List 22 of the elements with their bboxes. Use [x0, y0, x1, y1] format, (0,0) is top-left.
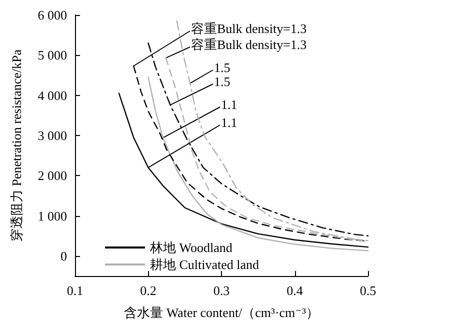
legend-label: 林地 Woodland: [149, 240, 233, 255]
y-tick-label: 0: [60, 248, 67, 264]
annotation: 1.5: [214, 60, 230, 75]
x-tick-label: 0.1: [66, 283, 84, 298]
y-axis-title: 穿透阻力 Penetration resistance/kPa: [9, 49, 24, 242]
y-tick-label: 4 000: [38, 88, 67, 103]
annotation: 1.1: [221, 115, 238, 130]
x-tick-label: 0.2: [140, 283, 156, 298]
y-tick-label: 5 000: [38, 48, 67, 63]
annotation: 1.5: [214, 74, 230, 89]
x-tick-label: 0.3: [213, 283, 230, 298]
y-tick-label: 6 000: [38, 8, 67, 22]
annotation: 容重Bulk density=1.3: [191, 21, 307, 36]
y-tick-label: 2 000: [38, 168, 67, 184]
x-tick-label: 0.4: [286, 283, 304, 298]
y-tick-label: 1 000: [38, 208, 67, 224]
x-axis-title: 含水量 Water content/（cm³·cm⁻³）: [124, 305, 319, 320]
y-tick-label: 3 000: [38, 128, 67, 143]
x-tick-label: 0.5: [360, 283, 376, 298]
annotation: 1.1: [221, 97, 238, 112]
annotation: 容重Bulk density=1.3: [191, 37, 307, 52]
legend-label: 耕地 Cultivated land: [150, 257, 260, 272]
